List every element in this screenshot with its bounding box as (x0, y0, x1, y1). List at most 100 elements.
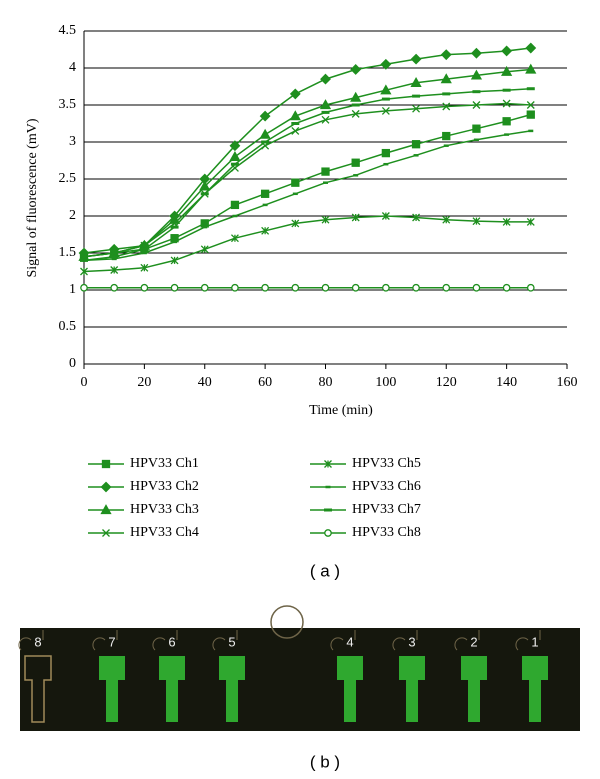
tube (522, 656, 548, 722)
marker (442, 131, 451, 141)
marker (351, 283, 360, 292)
marker (410, 76, 422, 87)
legend-marker (100, 481, 112, 493)
marker (289, 110, 301, 121)
marker (231, 283, 239, 292)
channel-outline (392, 630, 418, 651)
marker (351, 213, 360, 222)
photo-label: 8 (34, 634, 41, 649)
marker (351, 109, 360, 118)
marker (470, 69, 483, 80)
y-tick-label: 2.5 (59, 171, 77, 186)
y-tick-label: 0.5 (59, 319, 77, 334)
marker (471, 47, 482, 59)
tube (337, 656, 363, 722)
legend-marker (102, 529, 110, 537)
photo-label: 2 (470, 634, 477, 649)
legend-label: HPV33 Ch7 (352, 502, 421, 517)
series-line (83, 113, 531, 258)
marker (501, 45, 513, 57)
x-tick-label: 40 (198, 375, 212, 390)
marker (230, 200, 240, 210)
marker (140, 263, 149, 272)
marker (350, 91, 362, 102)
marker (110, 283, 119, 292)
marker (502, 283, 511, 292)
y-tick-label: 1 (69, 282, 76, 297)
channel-outline (18, 630, 44, 651)
marker (200, 245, 209, 254)
marker (525, 63, 537, 74)
marker (472, 217, 481, 226)
series-line (83, 68, 531, 258)
y-tick-label: 1.5 (59, 245, 77, 260)
marker (170, 283, 179, 292)
x-tick-label: 160 (557, 375, 578, 390)
channel-outline (454, 630, 480, 651)
marker (350, 64, 362, 75)
marker (260, 189, 270, 198)
x-tick-label: 0 (81, 375, 88, 390)
series-line (83, 102, 531, 258)
photo-label: 4 (346, 634, 353, 649)
legend-label: HPV33 Ch8 (352, 525, 421, 540)
marker (472, 124, 481, 133)
marker (525, 42, 537, 54)
marker (229, 150, 241, 161)
marker (501, 65, 513, 76)
tube (24, 655, 52, 723)
marker (289, 88, 301, 100)
legend-label: HPV33 Ch5 (352, 456, 421, 471)
photo-label: 3 (408, 634, 415, 649)
channel-outline (330, 630, 356, 651)
marker (382, 283, 390, 292)
marker (472, 283, 481, 292)
y-axis-label: Signal of fluorescence (mV) (25, 118, 40, 277)
y-tick-label: 3.5 (59, 97, 77, 112)
series-line (83, 87, 531, 262)
marker (321, 167, 330, 176)
legend-marker (324, 460, 332, 468)
marker (442, 102, 451, 111)
marker (259, 110, 271, 122)
marker (259, 128, 271, 139)
y-tick-label: 4.5 (59, 23, 77, 38)
marker (502, 117, 511, 126)
marker (261, 226, 270, 235)
marker (80, 267, 88, 276)
marker (321, 215, 330, 224)
tube (99, 656, 125, 722)
x-tick-label: 140 (496, 375, 517, 390)
x-tick-label: 80 (319, 375, 333, 390)
marker (229, 140, 241, 152)
series-line (83, 47, 531, 254)
marker (80, 283, 88, 292)
legend-label: HPV33 Ch6 (352, 479, 421, 494)
y-tick-label: 3 (69, 134, 76, 149)
marker (351, 158, 360, 167)
legend-marker (100, 504, 112, 515)
marker (440, 73, 452, 84)
marker (410, 53, 422, 65)
photo-label: 7 (108, 634, 115, 649)
x-tick-label: 120 (436, 375, 457, 390)
marker (381, 212, 390, 220)
tube (399, 656, 425, 722)
marker (526, 101, 535, 109)
channel-outline (515, 630, 541, 651)
marker (440, 49, 452, 61)
marker (321, 115, 330, 124)
marker (140, 283, 149, 292)
marker (412, 104, 421, 113)
y-tick-label: 4 (69, 60, 76, 75)
photo-label: 6 (168, 634, 175, 649)
photo-label: 5 (228, 634, 235, 649)
caption: ( b ) (310, 752, 340, 771)
marker (320, 73, 331, 85)
marker (412, 213, 421, 222)
marker (472, 101, 481, 109)
channel-outline (212, 630, 238, 651)
x-tick-label: 20 (137, 375, 151, 390)
x-axis-label: Time (min) (309, 403, 373, 418)
